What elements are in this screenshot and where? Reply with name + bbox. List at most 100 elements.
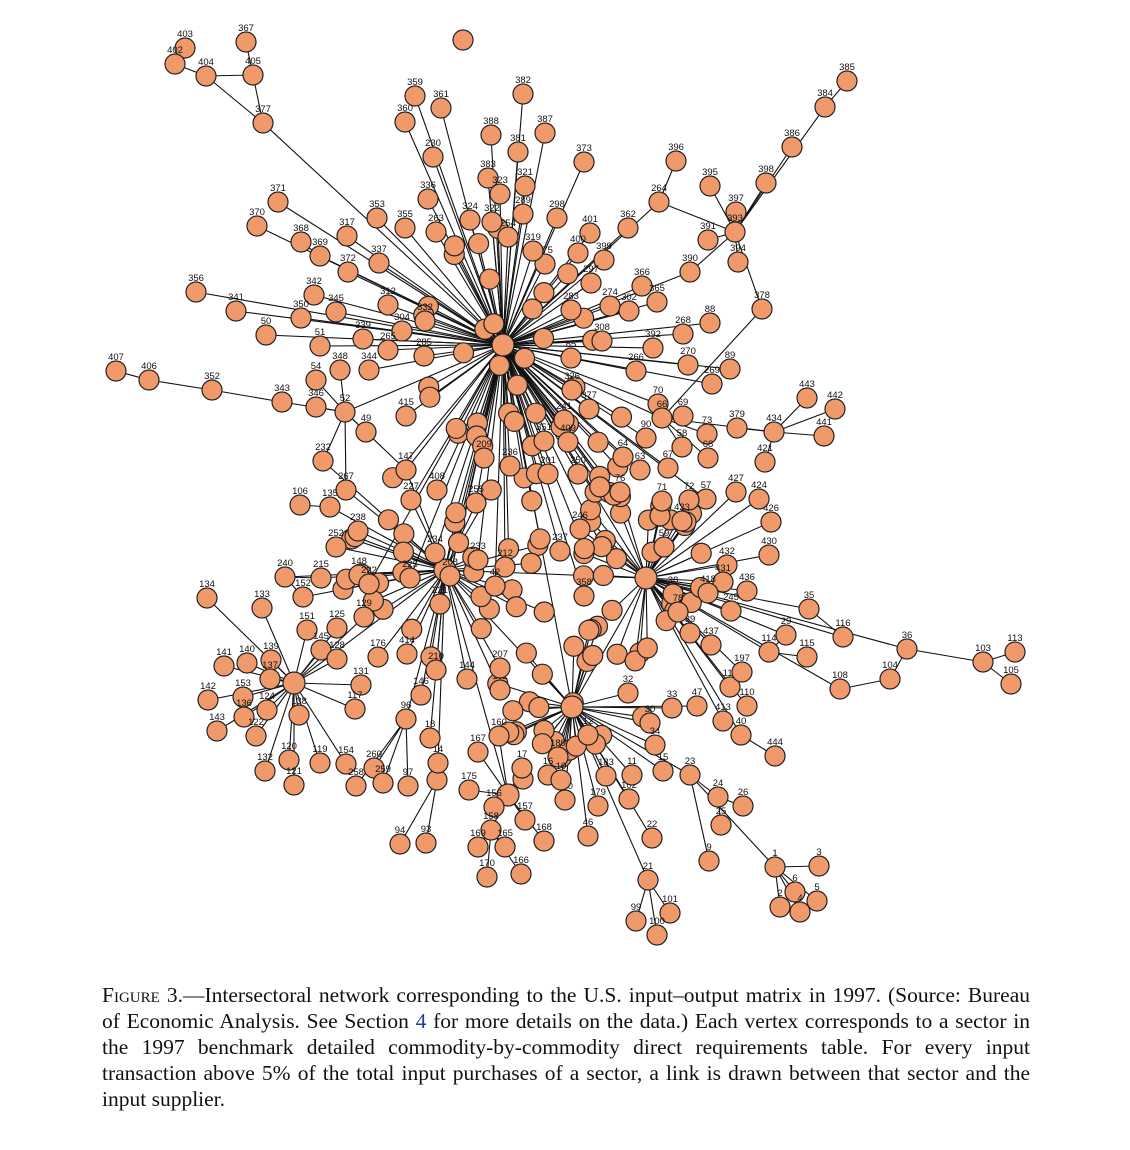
node-350[interactable]: 350 [290,299,312,329]
node-core-28[interactable] [401,618,423,640]
node-407[interactable]: 407 [105,352,127,382]
node-18[interactable]: 18 [419,719,441,749]
node-core-108[interactable] [445,417,467,440]
node-104[interactable]: 104 [879,660,901,690]
node-395[interactable]: 395 [699,167,721,197]
node-142[interactable]: 142 [197,681,219,711]
node-3[interactable]: 3 [808,847,830,877]
node-146[interactable]: 146 [410,676,432,706]
node-258[interactable]: 258 [345,767,367,797]
node-88[interactable]: 88 [699,304,721,334]
node-234[interactable]: 234 [424,534,446,564]
node-core-48[interactable] [470,585,492,608]
node-298[interactable]: 298 [546,199,568,229]
node-10[interactable]: 10 [550,761,572,791]
node-143[interactable]: 143 [206,712,228,742]
node-442[interactable]: 442 [824,390,846,420]
node-core-31[interactable] [520,552,542,574]
node-47[interactable]: 47 [686,687,708,717]
node-386[interactable]: 386 [781,128,803,158]
node-94[interactable]: 94 [389,825,411,855]
node-14[interactable]: 14 [427,744,449,774]
node-443[interactable]: 443 [796,379,818,409]
node-437[interactable]: 437 [700,626,722,656]
node-core-24[interactable] [419,386,441,408]
node-core-41[interactable] [505,596,527,618]
node-238[interactable]: 238 [347,512,369,542]
node-322[interactable]: 322 [481,203,503,233]
node-core-63[interactable] [592,564,614,587]
node-core-73[interactable] [624,650,646,672]
node-283[interactable]: 283 [560,291,582,321]
node-365[interactable]: 365 [646,283,668,313]
node-29[interactable]: 29 [775,616,797,646]
node-392[interactable]: 392 [642,329,664,359]
node-120[interactable]: 120 [278,741,300,771]
node-102[interactable]: 102 [618,780,640,810]
node-236[interactable]: 236 [499,447,521,477]
node-17[interactable]: 17 [511,749,533,779]
node-424[interactable]: 424 [748,480,770,510]
node-core-99[interactable] [563,635,585,657]
node-215[interactable]: 215 [310,559,332,589]
node-65[interactable]: 65 [560,339,582,369]
node-326[interactable]: 326 [561,371,583,401]
node-368[interactable]: 368 [290,223,312,253]
node-135[interactable]: 135 [319,488,341,518]
node-core-5[interactable] [479,268,501,290]
node-388[interactable]: 388 [480,116,502,146]
node-hub3[interactable] [634,566,658,590]
node-423[interactable]: 423 [671,502,693,532]
node-245[interactable]: 245 [720,592,742,622]
node-137[interactable]: 137 [259,660,281,690]
node-50[interactable]: 50 [255,316,277,346]
node-core-107[interactable] [521,490,543,512]
node-103[interactable]: 103 [972,643,994,673]
node-345[interactable]: 345 [325,293,347,323]
node-4[interactable]: 4 [789,893,811,923]
node-436[interactable]: 436 [736,572,758,602]
node-core-17[interactable] [521,298,544,320]
node-377b[interactable]: 377 [578,390,600,420]
node-core-89[interactable] [502,700,524,722]
node-342[interactable]: 342 [303,276,325,306]
node-353[interactable]: 353 [366,199,388,229]
node-189[interactable]: 189 [547,738,569,768]
node-265[interactable]: 265 [377,331,399,361]
node-381[interactable]: 381 [507,133,529,163]
node-138[interactable]: 138 [288,696,310,726]
node-431[interactable]: 431 [712,563,734,593]
node-110[interactable]: 110 [736,687,758,717]
node-32[interactable]: 32 [617,674,639,704]
node-64[interactable]: 64 [612,438,634,468]
node-core-105[interactable] [447,532,470,554]
node-358[interactable]: 358 [573,577,595,607]
node-201[interactable]: 201 [537,455,559,485]
node-69[interactable]: 69 [672,397,694,427]
node-169[interactable]: 169 [467,828,489,858]
node-isolated-top[interactable] [452,29,474,51]
node-96[interactable]: 96 [395,700,417,730]
node-414[interactable]: 414 [396,635,418,665]
node-11[interactable]: 11 [621,756,643,786]
node-134[interactable]: 134 [196,579,218,609]
node-113[interactable]: 113 [1004,633,1026,663]
node-128[interactable]: 128 [326,640,348,670]
node-269[interactable]: 269 [701,365,723,395]
node-111[interactable]: 111 [719,668,741,698]
node-122[interactable]: 122 [245,717,267,747]
node-408[interactable]: 408 [426,471,448,501]
node-42[interactable]: 42 [484,567,506,597]
node-361[interactable]: 361 [430,89,452,119]
node-398[interactable]: 398 [755,164,777,194]
node-406[interactable]: 406 [138,361,160,391]
node-240[interactable]: 240 [274,558,296,588]
node-415[interactable]: 415 [395,397,417,427]
node-46[interactable]: 46 [577,817,599,847]
node-263[interactable]: 263 [425,213,447,243]
node-403[interactable]: 403 [174,29,196,59]
node-371[interactable]: 371 [267,183,289,213]
node-344[interactable]: 344 [358,351,380,381]
node-285[interactable]: 285 [413,337,435,367]
node-259[interactable]: 259 [372,764,394,794]
